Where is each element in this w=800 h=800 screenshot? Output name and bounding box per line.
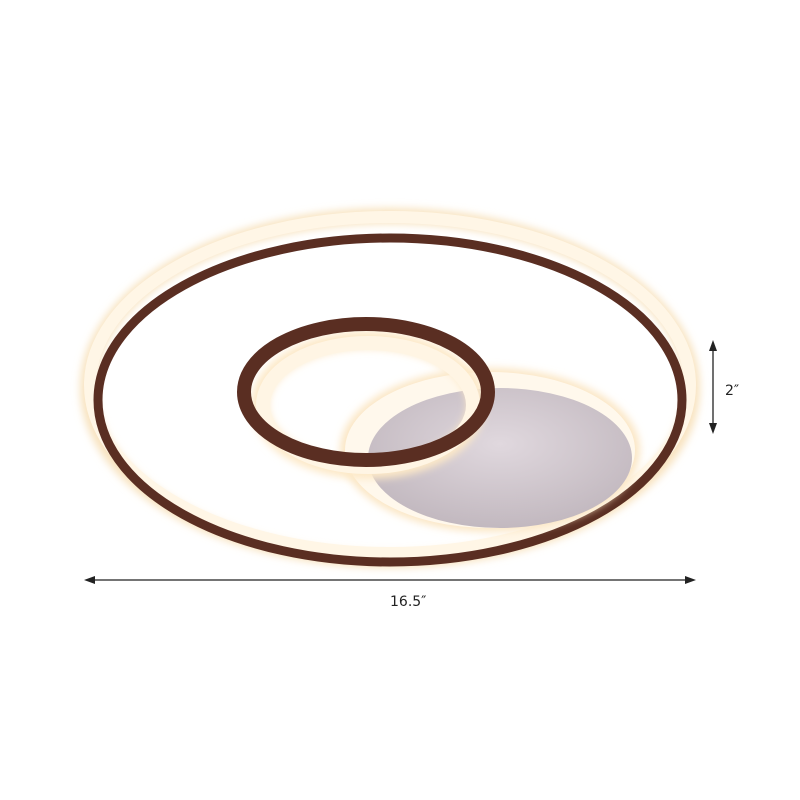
height-dimension-arrow bbox=[709, 340, 717, 434]
outer-ring-frame bbox=[93, 233, 687, 567]
gray-disc bbox=[368, 388, 632, 528]
height-label: 2″ bbox=[725, 383, 740, 399]
outer-ring-acrylic bbox=[84, 211, 696, 559]
width-dimension-arrow bbox=[84, 576, 696, 584]
width-label: 16.5″ bbox=[390, 594, 427, 610]
inner-ring-frame bbox=[237, 317, 495, 467]
inner-ring-acrylic bbox=[256, 336, 480, 474]
